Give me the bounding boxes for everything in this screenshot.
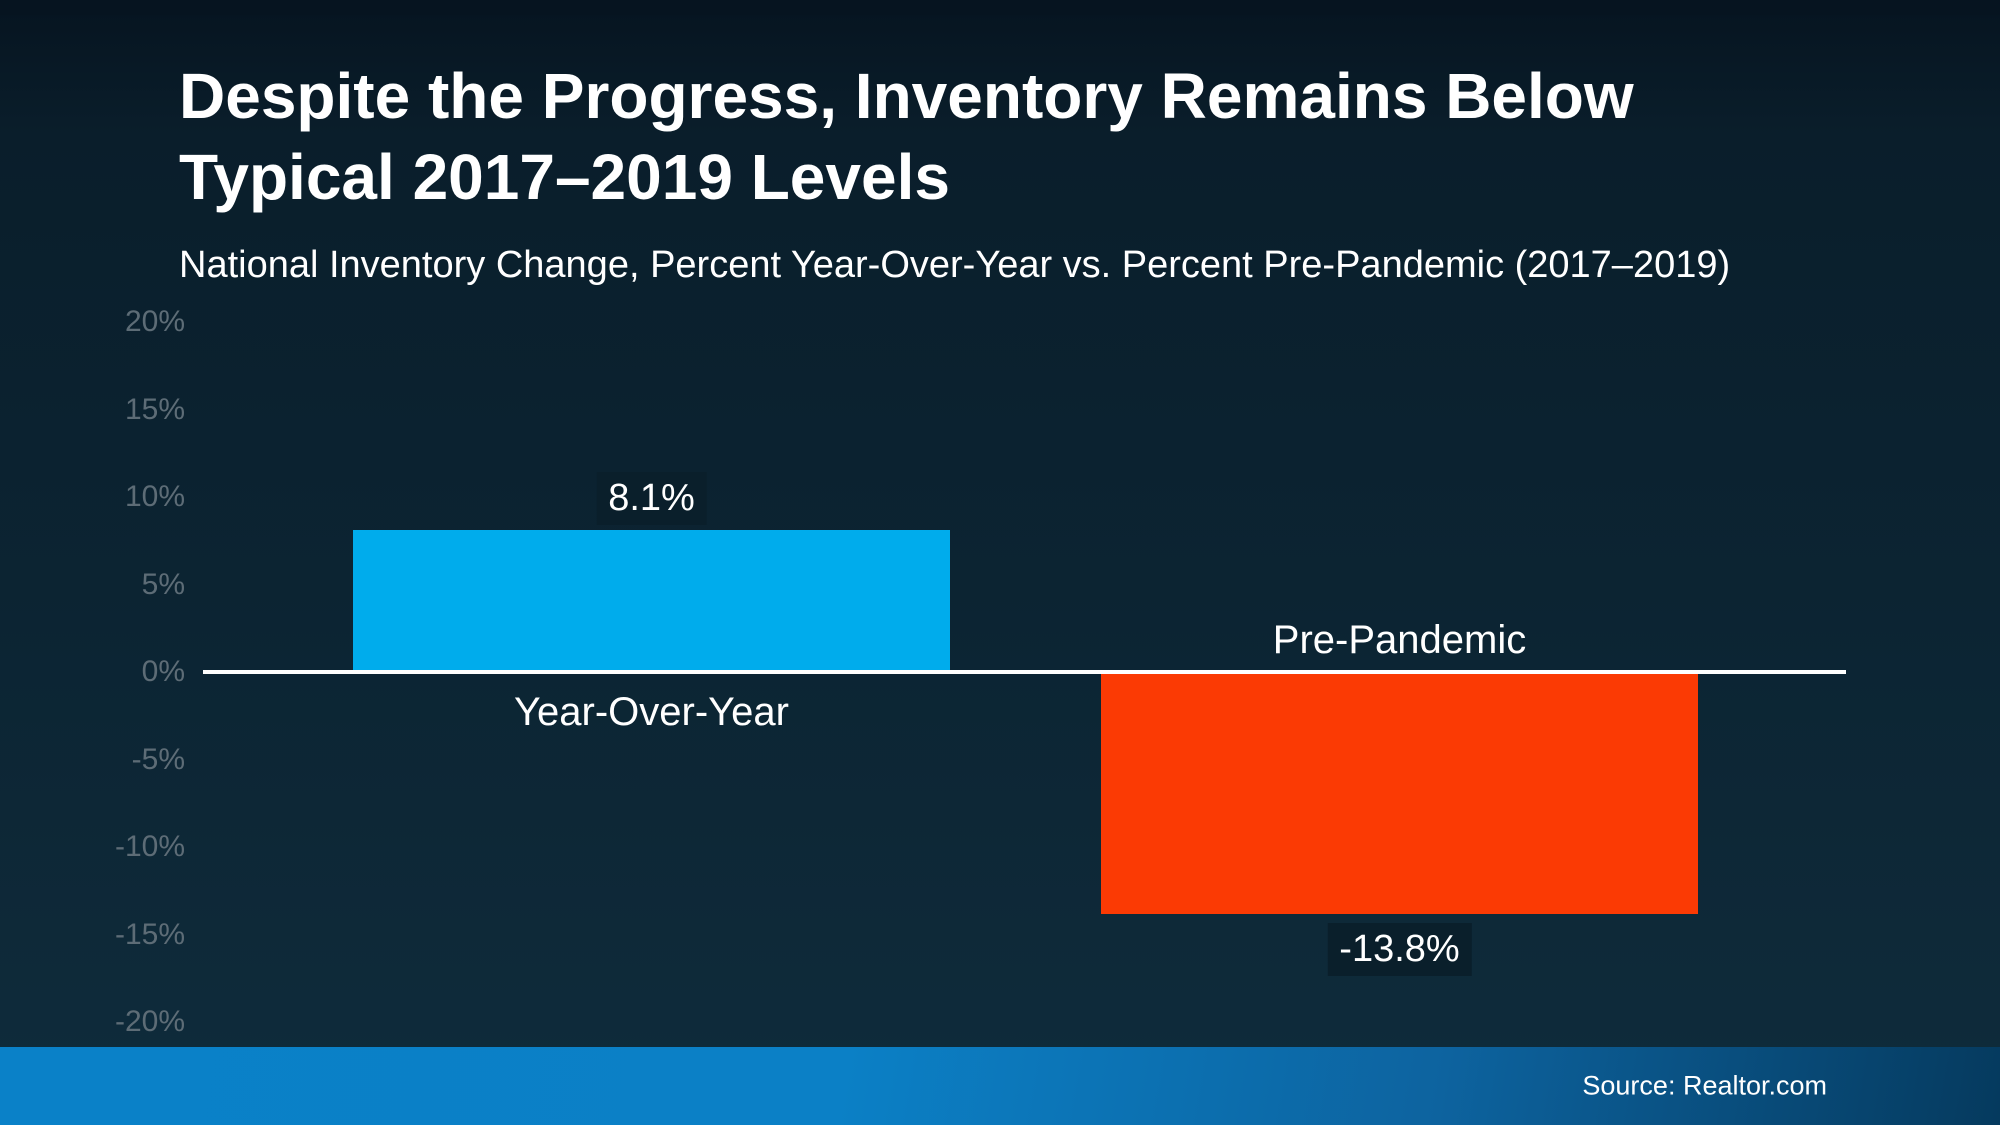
- source-text: Source: Realtor.com: [1582, 1070, 1827, 1101]
- bar-year-over-year: [353, 530, 950, 670]
- page-title-line-2: Typical 2017–2019 Levels: [179, 141, 950, 213]
- y-axis-tick: -5%: [131, 742, 185, 776]
- y-axis-tick: 20%: [124, 305, 185, 338]
- footer-bar: Source: Realtor.com: [0, 1047, 2000, 1125]
- value-label-year-over-year: 8.1%: [596, 472, 707, 526]
- zero-baseline: [203, 670, 1846, 674]
- category-label-pre-pandemic: Pre-Pandemic: [1272, 618, 1527, 662]
- y-axis-tick: 0%: [141, 655, 185, 688]
- y-axis-tick: 10%: [124, 480, 185, 513]
- y-axis-tick: 15%: [124, 392, 185, 426]
- chart-subtitle: National Inventory Change, Percent Year-…: [179, 244, 1731, 286]
- category-label-year-over-year: Year-Over-Year: [514, 690, 789, 734]
- value-label-pre-pandemic: -13.8%: [1327, 922, 1472, 976]
- page-title: Despite the Progress, Inventory Remains …: [179, 56, 1634, 218]
- y-axis-tick: -10%: [114, 830, 185, 863]
- top-strip: [0, 0, 2000, 15]
- y-axis-tick: -15%: [114, 917, 185, 951]
- page-title-line-1: Despite the Progress, Inventory Remains …: [179, 60, 1634, 132]
- y-axis-tick: 5%: [141, 567, 185, 601]
- y-axis-tick: -20%: [114, 1005, 185, 1038]
- bar-pre-pandemic: [1101, 674, 1698, 914]
